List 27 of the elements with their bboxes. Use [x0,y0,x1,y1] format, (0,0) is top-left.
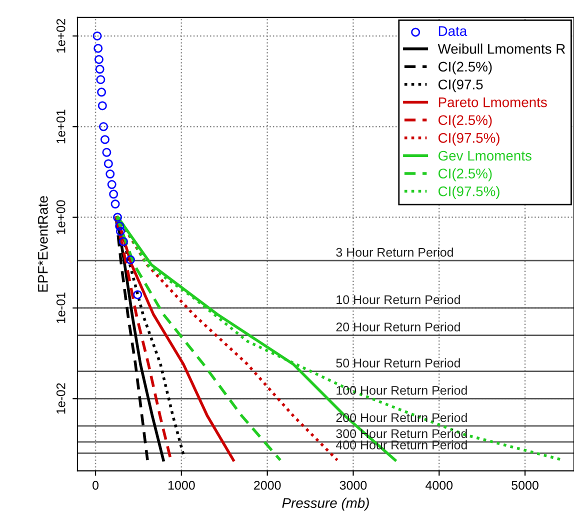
y-tick-label: 1e+00 [56,200,66,234]
legend-label: CI(2.5%) [438,61,492,74]
x-tick-label: 1000 [168,480,195,490]
legend-label: CI(2.5%) [438,168,492,182]
legend-label: Gev Lmoments [438,150,532,161]
x-tick-label: 2000 [254,480,281,490]
x-tick-label: 4000 [426,480,453,490]
ref-line-label: 3 Hour Return Period [336,248,453,257]
y-tick-label: 1e-02 [56,383,66,414]
legend-label: Weibull Lmoments R [438,44,566,54]
x-tick-label: 0 [92,480,99,490]
legend-label: Pareto Lmoments [438,98,547,108]
x-tick-label: 5000 [512,480,538,490]
legend-label: CI(2.5%) [438,114,492,128]
legend-label: CI(97.5%) [438,132,500,146]
x-tick-label: 3000 [340,480,367,490]
y-axis-title: EPF*EventRate [38,196,48,292]
ref-line-label: 10 Hour Return Period [336,294,460,304]
ref-line-label: 50 Hour Return Period [336,358,460,368]
y-tick-label: 1e+01 [56,110,66,144]
y-tick-label: 1e+02 [56,19,66,53]
legend-label: CI(97.5 [438,79,483,92]
x-axis-title: Pressure (mb) [282,498,369,511]
legend-label: CI(97.5%) [438,186,500,200]
y-tick-label: 1e-01 [56,292,66,324]
ref-line-label: 20 Hour Return Period [336,322,460,332]
legend-label: Data [438,26,468,36]
